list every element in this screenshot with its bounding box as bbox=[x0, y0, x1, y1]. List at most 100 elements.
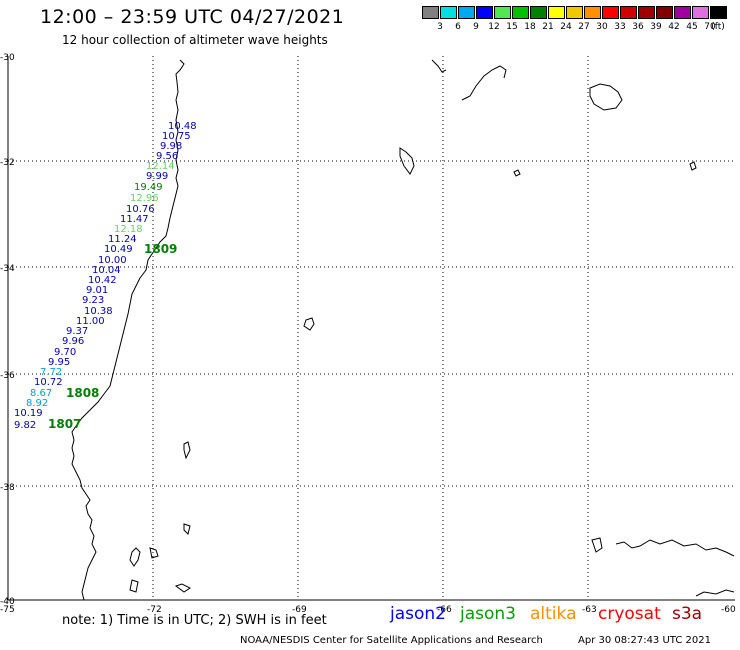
longitude-tick-label: -60 bbox=[721, 605, 736, 615]
latitude-tick-label: -40 bbox=[0, 597, 15, 607]
pass-time-label: 1807 bbox=[48, 417, 81, 431]
page-subtitle: 12 hour collection of altimeter wave hei… bbox=[62, 33, 328, 47]
island-south-3 bbox=[129, 579, 139, 593]
satellite-label-s3a: s3a bbox=[672, 604, 703, 624]
wave-height-label: 9.96 bbox=[62, 336, 84, 347]
legend-swatch bbox=[656, 6, 673, 19]
coastline-chile bbox=[71, 59, 185, 601]
island-east-south bbox=[591, 537, 603, 553]
pass-time-label: 1809 bbox=[144, 242, 177, 256]
island-south-1 bbox=[149, 547, 159, 559]
wave-height-label: 9.99 bbox=[146, 171, 168, 182]
legend-swatch bbox=[638, 6, 655, 19]
wave-height-label: 10.38 bbox=[84, 306, 113, 317]
wave-height-label: 10.72 bbox=[34, 377, 63, 388]
legend-swatch bbox=[512, 6, 529, 19]
satellite-label-cryosat: cryosat bbox=[598, 604, 661, 624]
legend-swatch bbox=[494, 6, 511, 19]
legend-bin-label: 70 bbox=[704, 22, 716, 32]
coastline-east-bottom bbox=[695, 589, 735, 597]
wave-height-label: 9.23 bbox=[82, 295, 104, 306]
wave-height-label: 11.00 bbox=[76, 316, 105, 327]
wave-height-label: 10.76 bbox=[126, 204, 155, 215]
longitude-tick-label: -75 bbox=[0, 605, 15, 615]
wave-height-label: 9.98 bbox=[160, 141, 182, 152]
legend-bin-label: 3 bbox=[437, 22, 443, 32]
legend-swatch bbox=[422, 6, 439, 19]
coastline-north-shore bbox=[431, 59, 447, 73]
island-center bbox=[303, 317, 315, 331]
wave-height-label: 9.82 bbox=[14, 420, 36, 431]
legend-bin-label: 21 bbox=[542, 22, 554, 32]
legend-swatch bbox=[620, 6, 637, 19]
legend-swatch bbox=[674, 6, 691, 19]
wave-height-label: 10.48 bbox=[168, 121, 197, 132]
wave-height-label: 9.70 bbox=[54, 347, 76, 358]
island-chiloe-1 bbox=[183, 441, 191, 460]
legend-bin-label: 6 bbox=[455, 22, 461, 32]
coastline bbox=[71, 59, 735, 601]
legend-swatch bbox=[548, 6, 565, 19]
satellite-label-jason2: jason2 bbox=[390, 604, 446, 624]
longitude-tick-label: -72 bbox=[147, 605, 162, 615]
observation-labels: 10.4810.759.989.5612.149.9919.4912.9610.… bbox=[14, 121, 197, 431]
legend-bin-label: 12 bbox=[488, 22, 500, 32]
island-small-1 bbox=[513, 169, 521, 177]
wave-height-label: 11.47 bbox=[120, 214, 149, 225]
wave-height-label: 12.96 bbox=[130, 193, 159, 204]
legend-unit-label: (ft) bbox=[711, 22, 725, 32]
legend-bin-label: 36 bbox=[632, 22, 644, 32]
coastline-bay bbox=[461, 65, 507, 101]
graticule bbox=[8, 56, 735, 600]
coastline-east-south bbox=[615, 539, 735, 557]
wave-height-label: 9.01 bbox=[86, 285, 108, 296]
legend-swatch bbox=[602, 6, 619, 19]
longitude-tick-label: -66 bbox=[437, 605, 452, 615]
legend-bin-label: 33 bbox=[614, 22, 626, 32]
coastline-south bbox=[129, 547, 141, 567]
wave-height-legend: 3 6 9 12 15 18 21 24 27 30 33 36 39 42 45 70 (ft) bbox=[422, 6, 728, 36]
wave-height-label: 10.42 bbox=[88, 275, 117, 286]
island-valdes bbox=[399, 147, 415, 175]
wave-height-label: 12.18 bbox=[114, 224, 143, 235]
longitude-tick-label: -69 bbox=[292, 605, 307, 615]
legend-swatch bbox=[458, 6, 475, 19]
legend-swatch bbox=[530, 6, 547, 19]
latitude-tick-label: -38 bbox=[0, 483, 15, 493]
wave-height-label: 8.92 bbox=[26, 398, 48, 409]
wave-height-label: 10.19 bbox=[14, 408, 43, 419]
latitude-tick-label: -30 bbox=[0, 53, 15, 63]
legend-bin-label: 15 bbox=[506, 22, 518, 32]
axis-tick-labels: -30 -32 -34 -36 -38 -40-75 -72 -69 -66 -63 -60 bbox=[0, 53, 736, 615]
wave-height-label: 9.56 bbox=[156, 151, 178, 162]
legend-bin-label: 45 bbox=[686, 22, 698, 32]
wave-height-label: 10.04 bbox=[92, 265, 121, 276]
pass-time-label: 1808 bbox=[66, 386, 99, 400]
legend-swatch bbox=[710, 6, 727, 19]
legend-bin-label: 27 bbox=[578, 22, 590, 32]
wave-height-label: 12.14 bbox=[146, 161, 175, 172]
wave-height-label: 19.49 bbox=[134, 182, 163, 193]
legend-swatch bbox=[566, 6, 583, 19]
footer-timestamp: Apr 30 08:27:43 UTC 2021 bbox=[578, 635, 711, 646]
coastline-peninsula bbox=[589, 83, 623, 111]
wave-height-label: 8.67 bbox=[30, 388, 52, 399]
legend-bin-label: 42 bbox=[668, 22, 680, 32]
legend-bin-label: 18 bbox=[524, 22, 536, 32]
legend-swatch bbox=[440, 6, 457, 19]
footer-note: note: 1) Time is in UTC; 2) SWH is in fe… bbox=[62, 613, 327, 628]
legend-bin-label: 30 bbox=[596, 22, 608, 32]
longitude-tick-label: -63 bbox=[582, 605, 597, 615]
latitude-tick-label: -36 bbox=[0, 371, 15, 381]
island-small-2 bbox=[689, 161, 697, 171]
wave-height-label: 10.49 bbox=[104, 244, 133, 255]
wave-height-label: 11.24 bbox=[108, 234, 137, 245]
page-title: 12:00 – 23:59 UTC 04/27/2021 bbox=[40, 6, 345, 28]
island-chiloe-2 bbox=[183, 523, 191, 535]
satellite-label-jason3: jason3 bbox=[460, 604, 516, 624]
wave-height-label: 10.75 bbox=[162, 131, 191, 142]
latitude-tick-label: -34 bbox=[0, 264, 15, 274]
legend-swatch bbox=[692, 6, 709, 19]
satellite-label-altika: altika bbox=[530, 604, 577, 624]
